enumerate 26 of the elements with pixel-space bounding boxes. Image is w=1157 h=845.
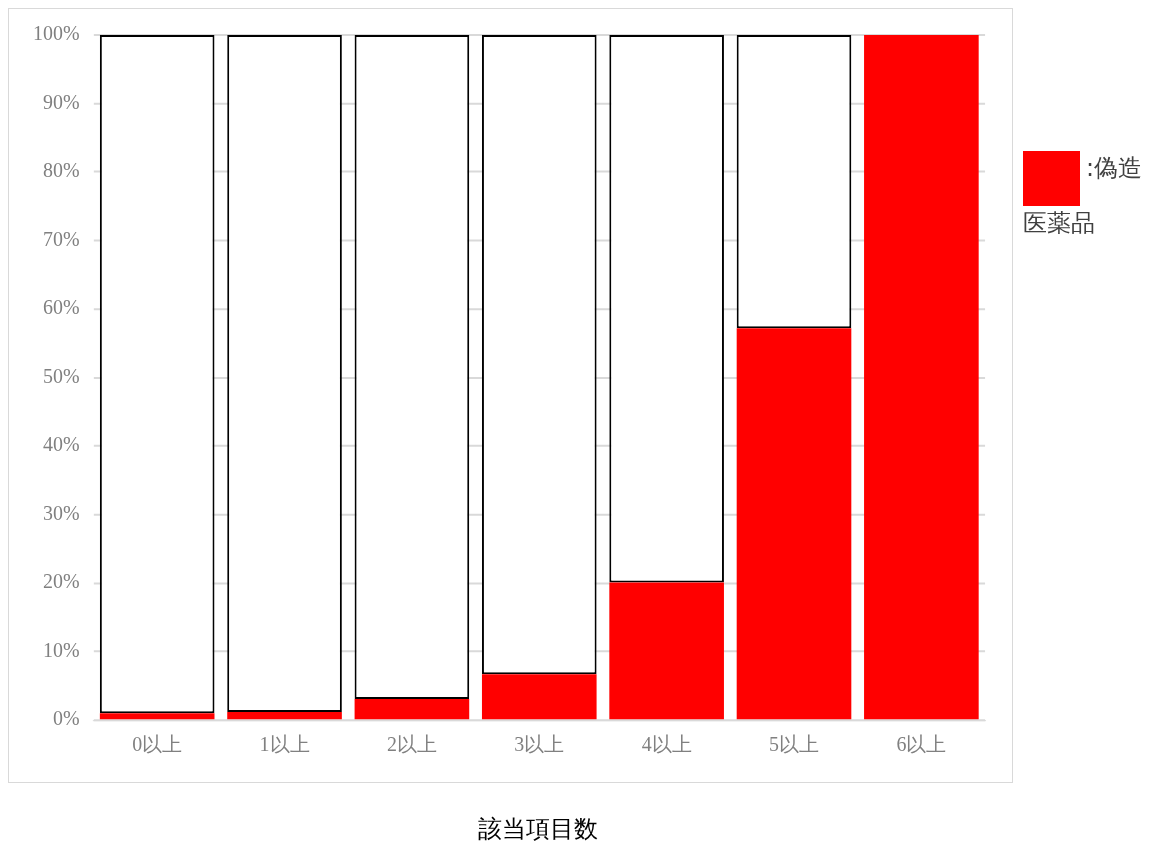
x-tick-label: 2以上 [386,733,437,756]
bar [227,711,342,720]
x-tick-label: 1以上 [259,733,310,756]
y-tick-label: 10% [42,638,80,661]
y-tick-label: 30% [42,501,80,524]
y-tick-label: 40% [42,433,80,456]
x-tick-label: 0以上 [132,733,183,756]
y-tick-label: 50% [42,364,80,387]
bar [864,34,979,720]
bar [609,582,724,720]
legend-label: :偽造医薬品 [1023,154,1143,237]
y-tick-label: 20% [42,570,80,593]
bar [481,674,597,720]
bar [354,698,470,720]
x-axis-title: 該当項目数 [477,814,599,845]
x-tick-label: 4以上 [641,733,692,756]
y-tick-label: 70% [42,227,80,250]
x-tick-label: 5以上 [769,733,819,756]
y-tick-label: 90% [42,90,80,113]
x-tick-label: 3以上 [514,733,565,756]
y-tick-label: 100% [32,22,80,45]
y-tick-label: 80% [42,159,80,182]
y-tick-label: 0% [52,707,80,730]
bar [99,713,215,720]
y-tick-label: 60% [42,296,80,319]
x-tick-label: 6以上 [896,733,947,756]
